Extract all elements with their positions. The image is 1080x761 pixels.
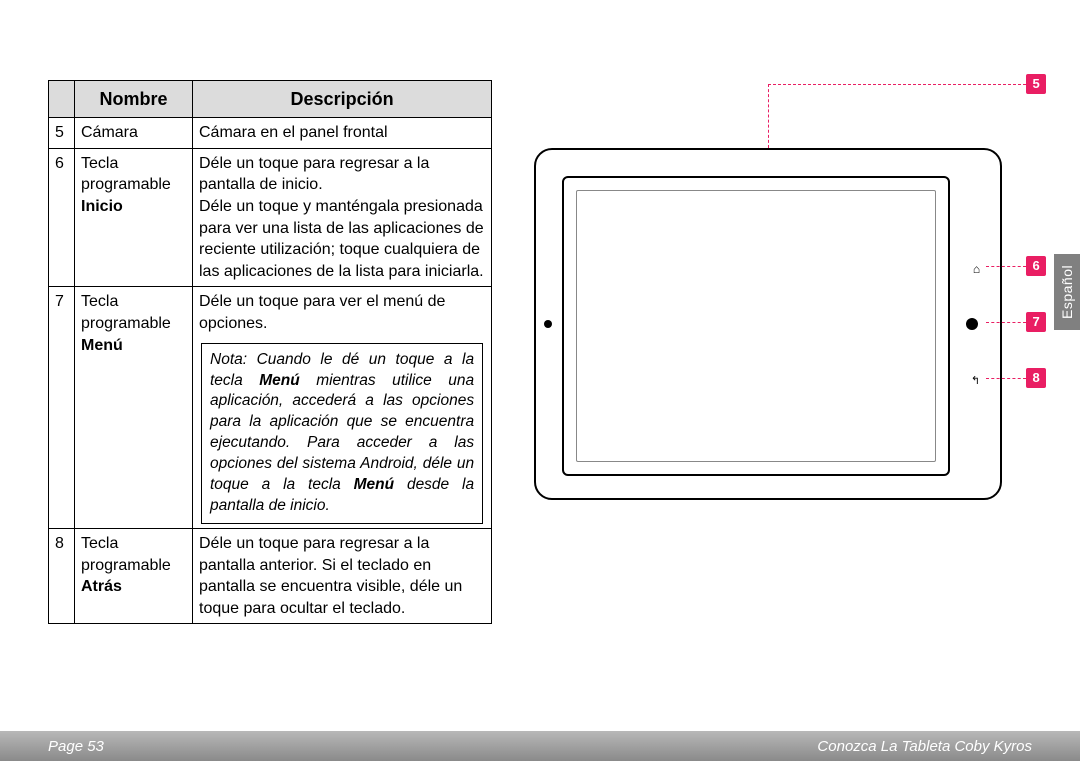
callout-badge-5: 5 [1026, 74, 1046, 94]
camera-dot-icon [544, 320, 552, 328]
footer-page: Page 53 [48, 738, 104, 755]
leader-line [986, 378, 1026, 379]
cell-name: Tecla programable Menú [75, 287, 193, 529]
tablet-bezel [562, 176, 950, 476]
table-row: 5 Cámara Cámara en el panel frontal [49, 118, 492, 149]
cell-num: 5 [49, 118, 75, 149]
cell-num: 6 [49, 148, 75, 287]
cell-desc: Cámara en el panel frontal [193, 118, 492, 149]
spec-table-wrap: Nombre Descripción 5 Cámara Cámara en el… [48, 80, 492, 624]
table-row: 7 Tecla programable Menú Déle un toque p… [49, 287, 492, 529]
leader-line [768, 84, 769, 148]
leader-line [986, 322, 1026, 323]
page: Nombre Descripción 5 Cámara Cámara en el… [0, 0, 1080, 761]
footer-title: Conozca La Tableta Coby Kyros [817, 738, 1032, 755]
cell-desc-text: Déle un toque para ver el menú de opcion… [199, 293, 445, 332]
cell-name: Tecla programable Atrás [75, 529, 193, 624]
page-footer: Page 53 Conozca La Tableta Coby Kyros [0, 731, 1080, 761]
note-box: Nota: Cuando le dé un toque a la tecla M… [201, 343, 483, 524]
callout-badge-6: 6 [1026, 256, 1046, 276]
tablet-screen [576, 190, 936, 462]
tablet-outline: ⌂ ↰ [534, 148, 1002, 500]
col-desc: Descripción [193, 81, 492, 118]
callout-badge-7: 7 [1026, 312, 1046, 332]
leader-line [768, 84, 1026, 85]
col-num [49, 81, 75, 118]
callout-badge-8: 8 [1026, 368, 1046, 388]
cell-name: Tecla programable Inicio [75, 148, 193, 287]
cell-num: 7 [49, 287, 75, 529]
menu-dot-icon [966, 318, 978, 330]
table-row: 6 Tecla programable Inicio Déle un toque… [49, 148, 492, 287]
language-tab[interactable]: Español [1054, 254, 1080, 330]
content-row: Nombre Descripción 5 Cámara Cámara en el… [48, 80, 1032, 624]
cell-desc: Déle un toque para ver el menú de opcion… [193, 287, 492, 529]
device-diagram: ⌂ ↰ 5 6 7 8 [534, 148, 1032, 528]
cell-num: 8 [49, 529, 75, 624]
spec-table: Nombre Descripción 5 Cámara Cámara en el… [48, 80, 492, 624]
cell-desc: Déle un toque para regresar a la pantall… [193, 148, 492, 287]
cell-name: Cámara [75, 118, 193, 149]
col-name: Nombre [75, 81, 193, 118]
cell-desc: Déle un toque para regresar a la pantall… [193, 529, 492, 624]
table-row: 8 Tecla programable Atrás Déle un toque … [49, 529, 492, 624]
table-header-row: Nombre Descripción [49, 81, 492, 118]
home-glyph-icon: ⌂ [973, 262, 980, 276]
back-glyph-icon: ↰ [971, 374, 980, 387]
leader-line [986, 266, 1026, 267]
